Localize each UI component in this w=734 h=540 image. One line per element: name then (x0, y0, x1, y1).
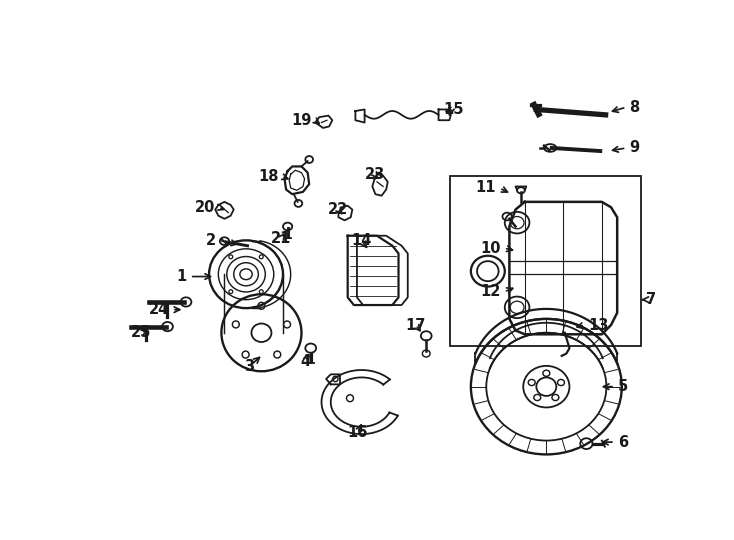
Text: 1: 1 (176, 269, 186, 284)
Text: 6: 6 (618, 435, 628, 450)
Text: 25: 25 (131, 325, 151, 340)
Text: 17: 17 (405, 318, 426, 333)
Text: 23: 23 (365, 167, 385, 181)
Text: 11: 11 (476, 180, 496, 195)
Text: 19: 19 (291, 113, 311, 128)
Text: 20: 20 (195, 200, 215, 215)
Text: 12: 12 (481, 285, 501, 300)
Text: 22: 22 (328, 202, 349, 217)
Text: 14: 14 (352, 233, 371, 248)
Text: 13: 13 (588, 318, 608, 333)
Text: 24: 24 (149, 302, 169, 317)
Text: 16: 16 (347, 426, 368, 440)
Text: 3: 3 (244, 359, 254, 374)
Text: 21: 21 (272, 231, 291, 246)
Text: 10: 10 (481, 240, 501, 255)
Text: 7: 7 (647, 292, 657, 307)
Bar (450, 177, 641, 346)
Text: 5: 5 (618, 379, 628, 394)
Text: 9: 9 (630, 140, 639, 156)
Text: 18: 18 (258, 169, 278, 184)
Text: 8: 8 (630, 100, 640, 114)
Text: 2: 2 (206, 233, 216, 248)
Text: 4: 4 (300, 354, 310, 369)
Text: 15: 15 (443, 102, 464, 117)
